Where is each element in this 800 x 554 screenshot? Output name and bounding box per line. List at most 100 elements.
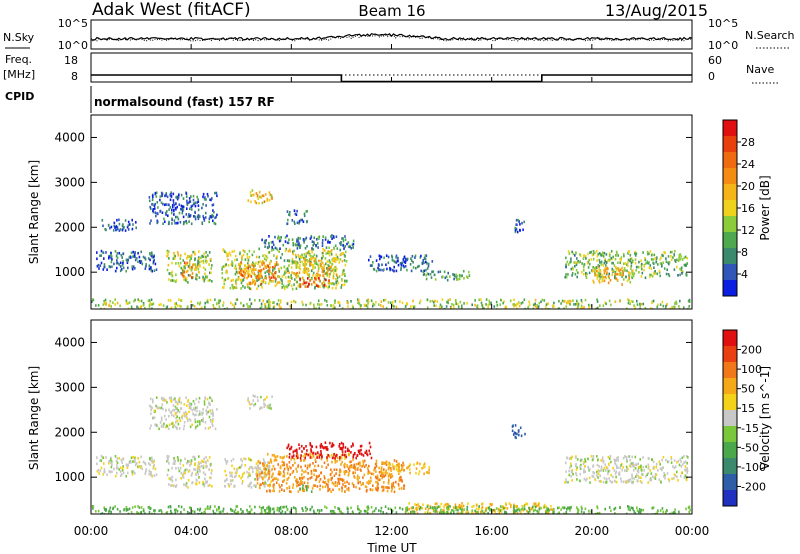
- data-cell: [581, 262, 583, 265]
- data-cell: [188, 410, 190, 414]
- data-cell: [661, 253, 663, 257]
- data-cell: [614, 472, 617, 475]
- data-cell: [260, 483, 262, 486]
- data-cell: [347, 305, 349, 308]
- data-cell: [292, 464, 294, 467]
- data-cell: [313, 253, 316, 257]
- data-cell: [185, 219, 187, 223]
- data-cell: [435, 508, 437, 512]
- data-cell: [142, 302, 145, 305]
- data-cell: [214, 427, 217, 431]
- data-cell: [294, 461, 296, 465]
- data-cell: [570, 267, 573, 271]
- data-cell: [121, 461, 123, 464]
- data-cell: [183, 508, 185, 511]
- data-cell: [196, 409, 198, 413]
- data-cell: [499, 303, 501, 306]
- data-cell: [214, 505, 216, 508]
- data-cell: [152, 209, 154, 213]
- data-cell: [303, 271, 306, 274]
- data-cell: [445, 510, 448, 514]
- data-cell: [177, 221, 179, 225]
- data-cell: [215, 191, 218, 195]
- data-cell: [278, 275, 281, 279]
- data-cell: [255, 471, 258, 474]
- data-cell: [615, 250, 618, 254]
- data-cell: [262, 506, 265, 509]
- data-cell: [267, 479, 269, 482]
- data-cell: [369, 452, 371, 456]
- data-cell: [175, 215, 177, 219]
- data-cell: [322, 268, 324, 272]
- data-cell: [432, 270, 435, 273]
- data-cell: [346, 301, 349, 304]
- data-cell: [611, 267, 614, 271]
- data-cell: [313, 306, 315, 309]
- data-cell: [152, 255, 155, 259]
- data-cell: [305, 252, 308, 255]
- data-cell: [678, 253, 681, 257]
- data-cell: [171, 479, 174, 482]
- data-cell: [446, 511, 449, 514]
- data-cell: [332, 235, 335, 238]
- data-cell: [283, 467, 286, 471]
- data-cell: [596, 474, 598, 477]
- data-cell: [277, 472, 280, 476]
- data-cell: [348, 488, 350, 492]
- data-cell: [607, 275, 610, 278]
- data-cell: [674, 249, 676, 253]
- data-cell: [321, 444, 323, 448]
- data-cell: [167, 455, 170, 458]
- data-cell: [622, 273, 624, 277]
- data-cell: [184, 263, 187, 267]
- data-cell: [665, 260, 668, 263]
- data-cell: [272, 276, 275, 279]
- data-cell: [214, 191, 216, 195]
- data-cell: [422, 503, 424, 506]
- data-cell: [352, 306, 354, 309]
- data-cell: [327, 281, 330, 285]
- data-cell: [391, 304, 393, 308]
- data-cell: [190, 402, 193, 406]
- data-cell: [500, 505, 502, 509]
- data-cell: [652, 466, 654, 470]
- data-cell: [414, 254, 417, 258]
- data-cell: [628, 274, 630, 277]
- data-cell: [457, 305, 460, 309]
- data-cell: [397, 259, 399, 263]
- data-cell: [338, 261, 341, 264]
- data-cell: [677, 479, 679, 482]
- data-cell: [186, 404, 188, 407]
- data-cell: [257, 399, 259, 402]
- data-cell: [564, 480, 566, 484]
- data-cell: [413, 306, 415, 309]
- data-cell: [297, 480, 299, 484]
- data-cell: [194, 217, 197, 221]
- data-cell: [629, 302, 631, 306]
- data-cell: [592, 257, 595, 261]
- data-cell: [684, 264, 687, 267]
- data-cell: [342, 479, 344, 483]
- data-cell: [183, 403, 186, 406]
- data-cell: [629, 458, 632, 462]
- data-cell: [144, 472, 147, 475]
- data-cell: [466, 508, 468, 511]
- data-cell: [172, 404, 175, 407]
- data-cell: [422, 259, 424, 262]
- data-cell: [634, 261, 637, 265]
- data-cell: [183, 424, 186, 428]
- data-cell: [661, 300, 664, 304]
- data-cell: [236, 298, 239, 301]
- data-cell: [168, 483, 170, 486]
- data-cell: [209, 278, 211, 282]
- data-cell: [226, 478, 228, 481]
- data-cell: [171, 413, 173, 417]
- data-cell: [173, 414, 175, 418]
- data-cell: [602, 264, 605, 267]
- data-cell: [122, 471, 125, 475]
- data-cell: [282, 505, 284, 509]
- data-cell: [659, 262, 662, 265]
- data-cell: [583, 263, 586, 266]
- data-cell: [611, 480, 614, 484]
- data-cell: [151, 459, 154, 462]
